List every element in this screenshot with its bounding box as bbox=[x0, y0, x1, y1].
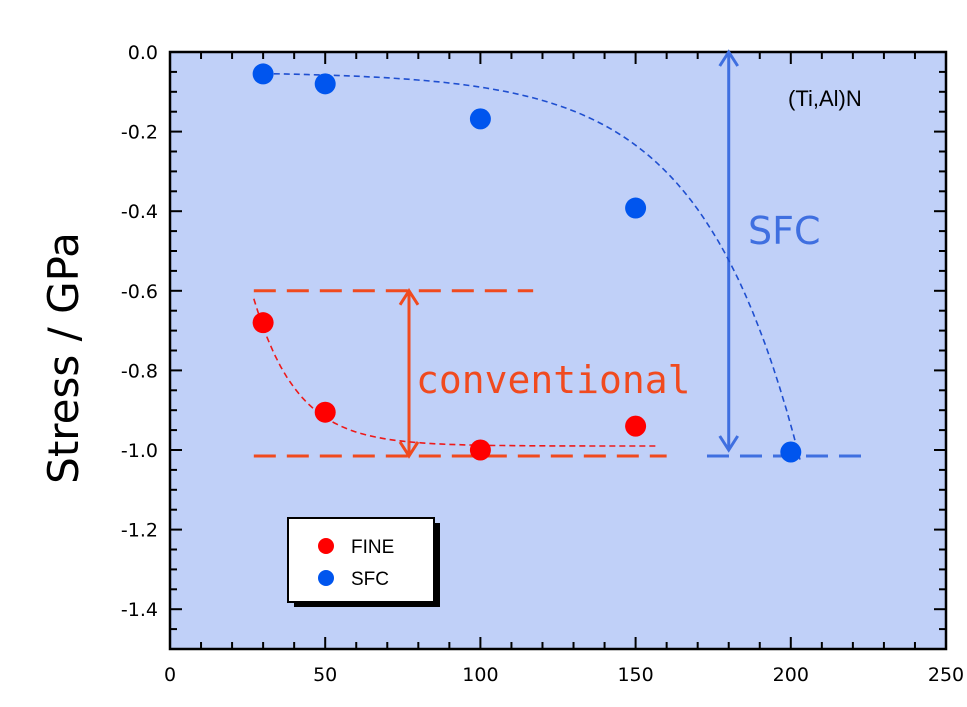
plot-area bbox=[168, 50, 948, 651]
sfc-data-point bbox=[625, 197, 647, 219]
sfc-arrow-head-bottom bbox=[718, 435, 739, 453]
fine-fit-curve bbox=[253, 298, 658, 447]
fine-data-point bbox=[252, 312, 274, 334]
sfc-data-point bbox=[469, 108, 491, 130]
legend-label-sfc: SFC bbox=[351, 569, 389, 590]
y-tick-label: 0.0 bbox=[128, 42, 158, 64]
y-tick-label: -0.4 bbox=[121, 201, 158, 223]
sfc-data-point bbox=[780, 441, 802, 463]
y-tick-label: -1.4 bbox=[121, 599, 158, 621]
material-label: (Ti,Al)N bbox=[788, 86, 862, 111]
y-tick-label: -0.2 bbox=[121, 122, 158, 144]
x-tick-labels: 0 50 100 150 200 250 bbox=[164, 664, 964, 686]
x-tick-label: 0 bbox=[164, 664, 176, 686]
x-tick-label: 100 bbox=[462, 664, 498, 686]
fine-data-point bbox=[625, 415, 647, 437]
y-axis-label: Stress / GPa bbox=[39, 232, 88, 484]
conventional-arrow-head-bottom bbox=[398, 441, 420, 459]
x-tick-label: 250 bbox=[928, 664, 964, 686]
sfc-data-point bbox=[314, 73, 336, 95]
conventional-annotation: conventional bbox=[416, 358, 691, 402]
sfc-annotation: SFC bbox=[748, 209, 821, 253]
fine-data-point bbox=[469, 439, 491, 461]
sfc-arrow-head-top bbox=[718, 49, 739, 67]
x-tick-label: 200 bbox=[773, 664, 809, 686]
legend: FINE SFC bbox=[287, 517, 440, 607]
conventional-arrow-head-top bbox=[398, 288, 420, 306]
fit-curves bbox=[253, 72, 801, 461]
y-tick-label: -1.2 bbox=[121, 520, 158, 542]
y-tick-labels: 0.0 -0.2 -0.4 -0.6 -0.8 -1.0 -1.2 -1.4 bbox=[121, 42, 158, 621]
legend-box bbox=[287, 517, 435, 603]
x-tick-label: 50 bbox=[313, 664, 337, 686]
sfc-fit-curve bbox=[253, 72, 801, 461]
legend-marker-sfc bbox=[318, 570, 334, 586]
y-tick-label: -1.0 bbox=[121, 440, 158, 462]
legend-marker-fine bbox=[318, 538, 334, 554]
fine-data-point bbox=[314, 401, 336, 423]
y-tick-label: -0.8 bbox=[121, 360, 158, 382]
x-tick-label: 150 bbox=[617, 664, 653, 686]
y-tick-label: -0.6 bbox=[121, 281, 158, 303]
sfc-data-point bbox=[252, 63, 274, 85]
data-points bbox=[252, 63, 802, 463]
legend-label-fine: FINE bbox=[351, 537, 394, 558]
